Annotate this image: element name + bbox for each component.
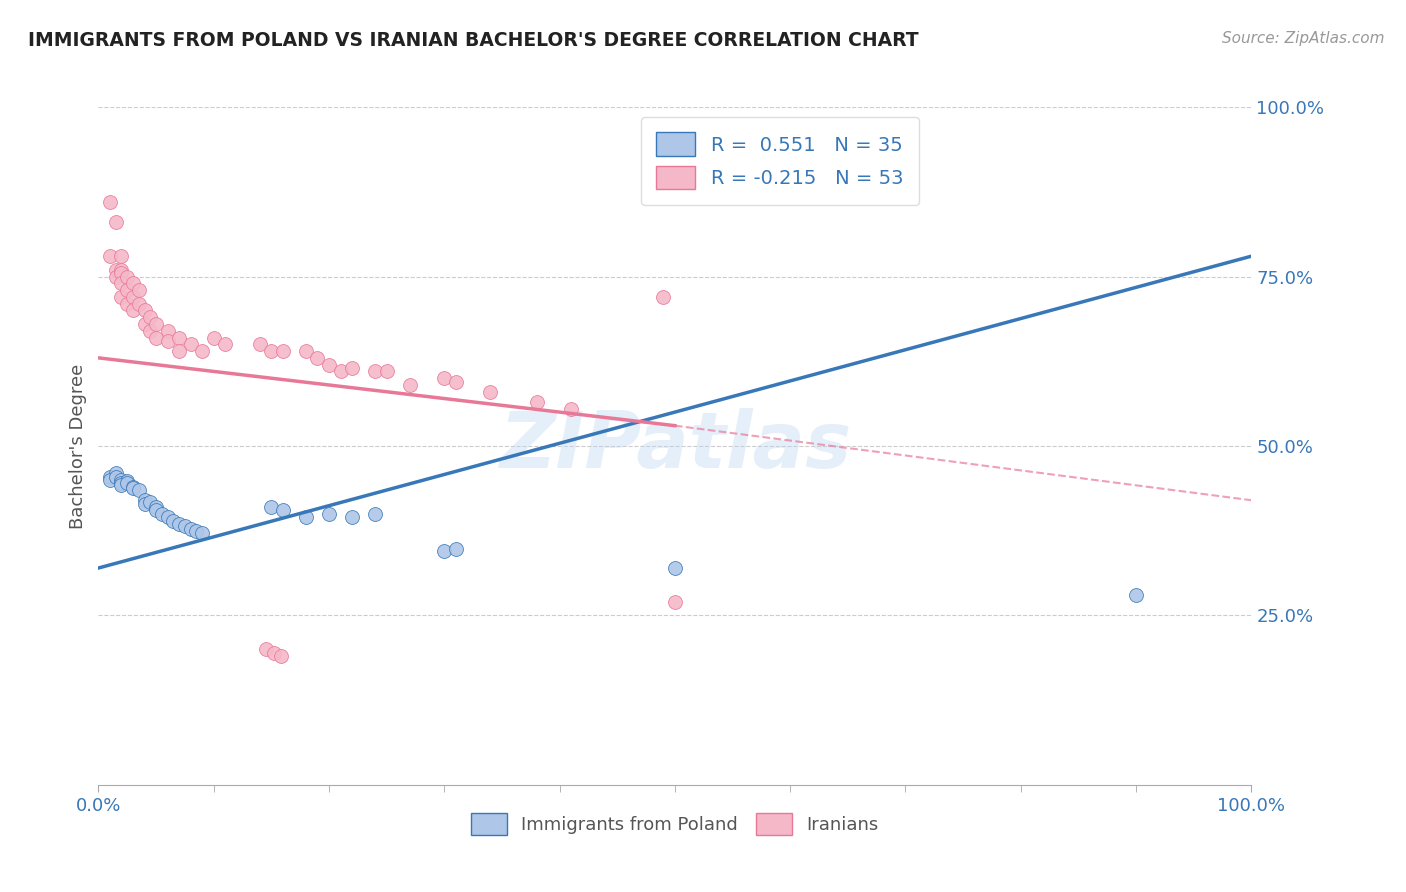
Point	[117, 475, 139, 489]
Point	[433, 544, 456, 558]
Point	[134, 317, 156, 331]
Point	[122, 481, 145, 495]
Point	[167, 516, 190, 531]
Point	[186, 524, 208, 538]
Point	[526, 395, 548, 409]
Point	[202, 330, 225, 344]
Point	[156, 510, 179, 524]
Point	[128, 296, 150, 310]
Point	[117, 269, 139, 284]
Point	[122, 277, 145, 291]
Point	[145, 330, 167, 344]
Point	[664, 561, 686, 575]
Point	[174, 519, 197, 533]
Point	[134, 493, 156, 508]
Point	[128, 283, 150, 297]
Point	[180, 522, 202, 536]
Point	[145, 500, 167, 514]
Point	[134, 303, 156, 318]
Point	[180, 337, 202, 351]
Point	[110, 478, 132, 492]
Point	[110, 290, 132, 304]
Point	[122, 480, 145, 494]
Point	[122, 290, 145, 304]
Point	[364, 364, 387, 378]
Point	[156, 334, 179, 348]
Point	[104, 262, 127, 277]
Text: Source: ZipAtlas.com: Source: ZipAtlas.com	[1222, 31, 1385, 46]
Y-axis label: Bachelor's Degree: Bachelor's Degree	[69, 363, 87, 529]
Text: IMMIGRANTS FROM POLAND VS IRANIAN BACHELOR'S DEGREE CORRELATION CHART: IMMIGRANTS FROM POLAND VS IRANIAN BACHEL…	[28, 31, 918, 50]
Point	[98, 473, 121, 487]
Point	[214, 337, 236, 351]
Point	[375, 364, 398, 378]
Point	[249, 337, 271, 351]
Point	[139, 494, 162, 508]
Point	[104, 215, 127, 229]
Point	[263, 646, 285, 660]
Point	[145, 503, 167, 517]
Point	[110, 266, 132, 280]
Point	[98, 194, 121, 209]
Point	[117, 476, 139, 491]
Point	[139, 310, 162, 325]
Point	[307, 351, 329, 365]
Point	[191, 525, 214, 540]
Point	[364, 507, 387, 521]
Point	[340, 510, 363, 524]
Point	[162, 514, 184, 528]
Point	[270, 649, 292, 664]
Point	[98, 249, 121, 263]
Point	[145, 317, 167, 331]
Point	[295, 344, 318, 359]
Point	[167, 330, 190, 344]
Text: ZIPatlas: ZIPatlas	[499, 408, 851, 484]
Point	[134, 497, 156, 511]
Point	[318, 507, 340, 521]
Point	[433, 371, 456, 385]
Point	[156, 324, 179, 338]
Point	[117, 296, 139, 310]
Point	[128, 483, 150, 497]
Point	[104, 269, 127, 284]
Point	[271, 503, 294, 517]
Point	[104, 466, 127, 480]
Point	[150, 507, 173, 521]
Point	[104, 469, 127, 483]
Point	[295, 510, 318, 524]
Point	[1125, 588, 1147, 602]
Point	[318, 358, 340, 372]
Point	[329, 364, 352, 378]
Point	[260, 500, 283, 514]
Point	[110, 473, 132, 487]
Point	[110, 277, 132, 291]
Point	[110, 249, 132, 263]
Point	[254, 642, 277, 657]
Point	[110, 262, 132, 277]
Point	[340, 361, 363, 376]
Point	[664, 595, 686, 609]
Point	[117, 283, 139, 297]
Point	[122, 303, 145, 318]
Point	[398, 378, 420, 392]
Point	[98, 469, 121, 483]
Point	[444, 375, 467, 389]
Point	[479, 384, 502, 399]
Point	[110, 476, 132, 491]
Point	[139, 324, 162, 338]
Point	[191, 344, 214, 359]
Point	[444, 542, 467, 557]
Point	[560, 401, 582, 416]
Legend: Immigrants from Poland, Iranians: Immigrants from Poland, Iranians	[461, 804, 889, 844]
Point	[260, 344, 283, 359]
Point	[167, 344, 190, 359]
Point	[652, 290, 675, 304]
Point	[271, 344, 294, 359]
